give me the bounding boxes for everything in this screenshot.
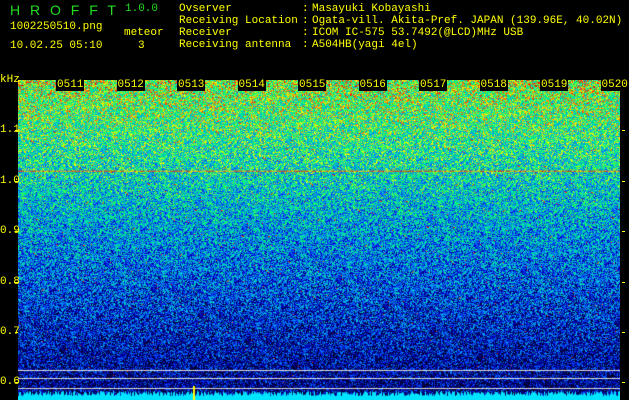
info-value: A504HB(yagi 4el) [312,39,418,51]
x-tick-label: 0519 [540,79,569,91]
y-tick-label: 1.1 [0,124,20,137]
meteor-label: meteor [124,27,164,39]
info-separator: : [302,27,309,39]
info-separator: : [302,3,309,15]
x-tick-label: 0514 [237,79,266,91]
info-value: Masayuki Kobayashi [312,3,431,15]
y-tick-label: 0.8 [0,275,20,288]
info-label: Ovserver [179,3,232,15]
app-logo: H R O F F T [10,2,119,18]
info-separator: : [302,39,309,51]
y-tick-mark [15,281,18,283]
x-tick-label: 0515 [298,79,327,91]
info-value: Ogata-vill. Akita-Pref. JAPAN (139.96E, … [312,15,623,27]
y-tick-mark [622,281,625,283]
datetime: 10.02.25 05:10 [10,40,103,52]
y-tick-mark [622,180,625,182]
y-tick-mark [15,180,18,182]
info-value: ICOM IC-575 53.7492(@LCD)MHz USB [312,27,524,39]
y-tick-mark [622,382,625,384]
y-tick-label: 0.7 [0,325,20,338]
y-tick-label: 1.0 [0,174,20,187]
y-tick-mark [15,331,18,333]
y-tick-mark [15,382,18,384]
y-tick-mark [15,231,18,233]
y-axis-label: kHz [0,74,20,86]
x-tick-label: 0511 [56,79,85,91]
filename: 1002250510.png [10,21,103,33]
meteor-count: 3 [138,40,145,52]
info-separator: : [302,15,309,27]
y-tick-mark [622,331,625,333]
x-tick-label: 0520 [600,79,629,91]
x-tick-label: 0513 [177,79,206,91]
y-tick-mark [622,231,625,233]
y-tick-mark [622,130,625,132]
info-label: Receiver [179,27,232,39]
y-tick-mark [15,130,18,132]
y-tick-label: 0.9 [0,225,20,238]
spectrogram [18,80,620,400]
x-tick-label: 0517 [419,79,448,91]
x-tick-label: 0516 [358,79,387,91]
info-label: Receiving antenna [179,39,292,51]
info-label: Receiving Location [179,15,298,27]
app-version: 1.0.0 [125,3,159,15]
x-tick-label: 0518 [479,79,508,91]
y-tick-label: 0.6 [0,376,20,389]
x-tick-label: 0512 [116,79,145,91]
